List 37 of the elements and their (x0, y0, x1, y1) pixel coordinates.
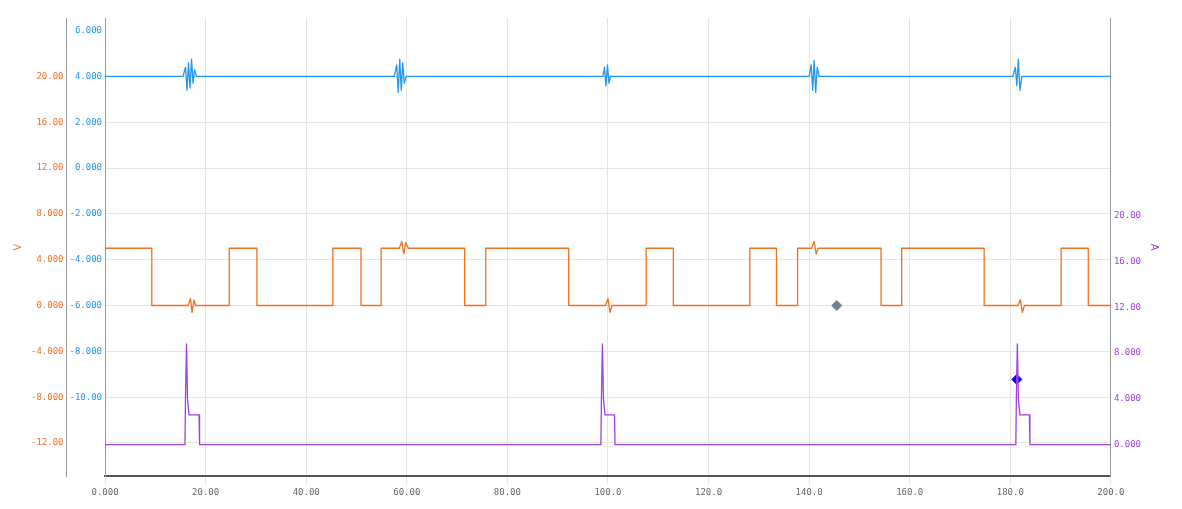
y3-tick-label: -4.000 (69, 254, 103, 265)
x-tick-label: 200.0 (1097, 486, 1125, 497)
y-tick-label: -4.000 (31, 345, 64, 356)
y-axis-title: V (11, 243, 23, 251)
x-tick-label: 20.00 (192, 486, 220, 497)
x-tick-label: 0.000 (91, 486, 119, 497)
y-tick-label: -8.000 (31, 391, 64, 402)
x-tick-label: 140.0 (795, 486, 823, 497)
y2-tick-label: 16.00 (1113, 255, 1141, 266)
y3-tick-label: -2.000 (69, 208, 103, 219)
x-tick-label: 180.0 (996, 486, 1024, 497)
x-tick-label: 120.0 (695, 486, 723, 497)
x-tick-label: 160.0 (896, 486, 924, 497)
x-tick-label: 40.00 (292, 486, 320, 497)
y-tick-label: -12.00 (31, 437, 64, 448)
y2-tick-label: 8.000 (1113, 347, 1141, 358)
y2-tick-label: 12.00 (1113, 301, 1141, 312)
y3-tick-label: 6.000 (74, 24, 103, 35)
y-tick-label: 4.000 (36, 254, 64, 265)
x-tick-label: 80.00 (493, 486, 521, 497)
y3-tick-label: -10.00 (69, 391, 103, 402)
y2-tick-label: 0.000 (1113, 439, 1141, 450)
y2-tick-label: 20.00 (1113, 209, 1141, 220)
y3-tick-label: 2.000 (74, 116, 103, 127)
y3-tick-label: -8.000 (69, 345, 103, 356)
x-tick-label: 60.00 (393, 486, 421, 497)
y3-tick-label: 4.000 (74, 70, 103, 81)
y3-tick-label: 0.000 (74, 162, 103, 173)
y-tick-label: 16.00 (36, 116, 64, 127)
x-tick-label: 100.0 (594, 486, 622, 497)
y-tick-label: 8.000 (36, 208, 64, 219)
y2-tick-label: 4.000 (1113, 393, 1141, 404)
y-tick-label: 12.00 (36, 162, 64, 173)
y-tick-label: 20.00 (36, 70, 64, 81)
y3-tick-label: -6.000 (69, 299, 103, 310)
y-tick-label: 0.000 (36, 299, 64, 310)
y2-axis-title: A (1149, 243, 1161, 251)
